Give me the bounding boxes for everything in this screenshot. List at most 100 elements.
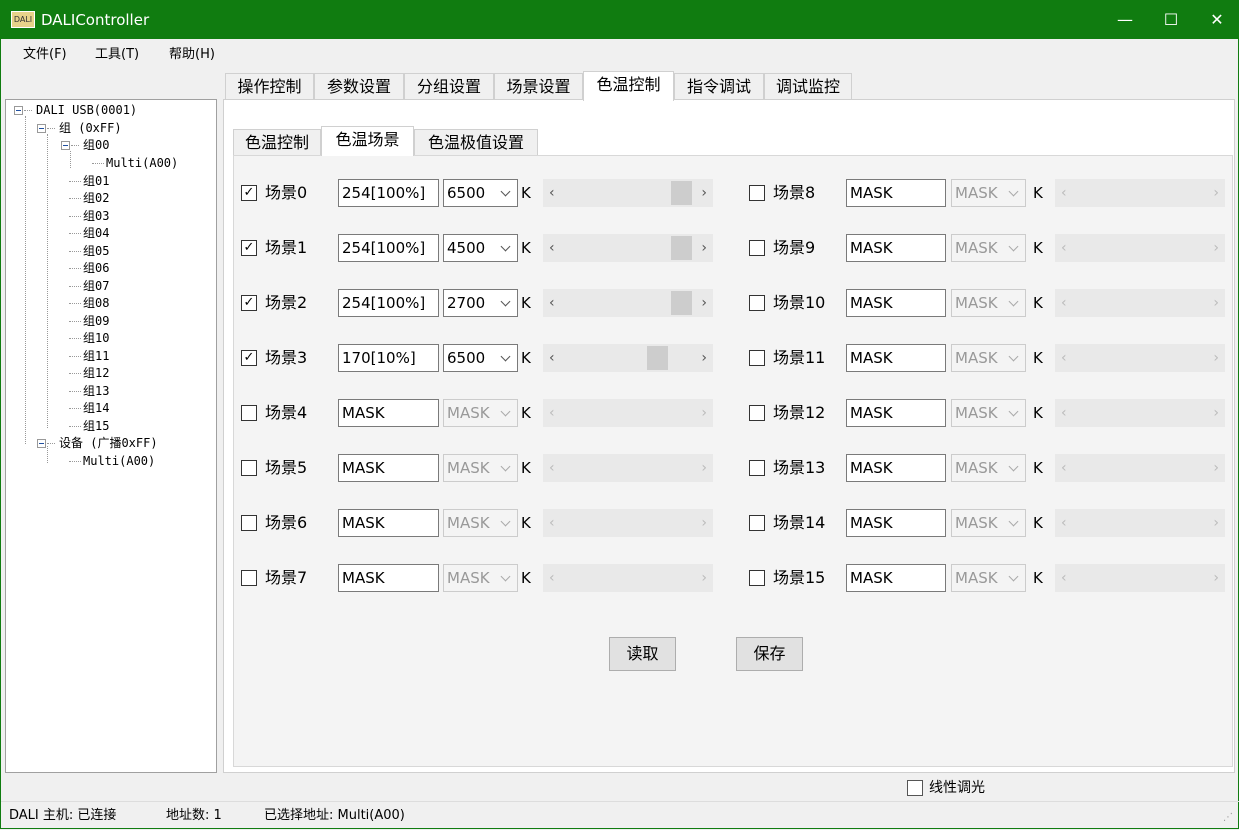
cct-select[interactable]: MASK	[951, 509, 1026, 537]
scroll-right-icon[interactable]: ›	[1213, 515, 1219, 531]
tree-node-group[interactable]: 组01	[83, 173, 110, 188]
menu-tools[interactable]: 工具(T)	[95, 47, 140, 62]
scroll-left-icon[interactable]: ‹	[549, 405, 555, 421]
cct-slider[interactable]: ‹ ›	[1055, 509, 1225, 537]
cct-select[interactable]: MASK	[443, 564, 518, 592]
scroll-right-icon[interactable]: ›	[1213, 295, 1219, 311]
tree-node-devices[interactable]: 设备 (广播0xFF)	[59, 436, 158, 450]
scroll-right-icon[interactable]: ›	[701, 515, 707, 531]
scene-checkbox[interactable]	[241, 515, 257, 531]
cct-select[interactable]: MASK	[951, 344, 1026, 372]
tree-node-group[interactable]: 组06	[83, 261, 110, 275]
scene-checkbox[interactable]	[749, 350, 765, 366]
maximize-button[interactable]: ☐	[1163, 10, 1179, 29]
subtab-2[interactable]: 色温极值设置	[414, 129, 538, 156]
scroll-left-icon[interactable]: ‹	[549, 185, 555, 201]
scene-checkbox[interactable]	[749, 185, 765, 201]
scroll-right-icon[interactable]: ›	[701, 405, 707, 421]
save-button[interactable]: 保存	[736, 637, 803, 671]
tree-node-device[interactable]: Multi(A00)	[83, 454, 156, 468]
slider-thumb[interactable]	[671, 291, 692, 315]
scene-checkbox[interactable]	[241, 405, 257, 421]
menu-file[interactable]: 文件(F)	[23, 47, 67, 62]
cct-select[interactable]: 6500	[443, 179, 518, 207]
scroll-left-icon[interactable]: ‹	[1061, 295, 1067, 311]
cct-select[interactable]: MASK	[951, 564, 1026, 592]
tab-2[interactable]: 分组设置	[404, 73, 494, 100]
scroll-left-icon[interactable]: ‹	[549, 350, 555, 366]
scene-checkbox[interactable]: ✓	[241, 185, 257, 201]
scroll-left-icon[interactable]: ‹	[549, 240, 555, 256]
linear-dimming-checkbox[interactable]	[907, 780, 923, 796]
tree-node-group[interactable]: 组04	[83, 226, 110, 240]
cct-slider[interactable]: ‹ ›	[1055, 399, 1225, 427]
cct-select[interactable]: MASK	[951, 179, 1026, 207]
scene-checkbox[interactable]	[749, 240, 765, 256]
scroll-left-icon[interactable]: ‹	[1061, 240, 1067, 256]
cct-slider[interactable]: ‹ ›	[1055, 564, 1225, 592]
tree-node-group[interactable]: 组14	[83, 401, 110, 415]
level-input[interactable]: 254[100%]	[338, 289, 439, 317]
level-input[interactable]: MASK	[846, 179, 946, 207]
scene-checkbox[interactable]	[749, 405, 765, 421]
level-input[interactable]: MASK	[846, 399, 946, 427]
level-input[interactable]: 170[10%]	[338, 344, 439, 372]
tree-node-group[interactable]: 组09	[83, 313, 110, 328]
tree-node-group[interactable]: 组12	[83, 366, 110, 380]
tab-1[interactable]: 参数设置	[314, 73, 404, 100]
scroll-right-icon[interactable]: ›	[701, 240, 707, 256]
scene-checkbox[interactable]	[749, 515, 765, 531]
scroll-left-icon[interactable]: ‹	[549, 460, 555, 476]
scene-checkbox[interactable]	[749, 570, 765, 586]
subtab-0[interactable]: 色温控制	[233, 129, 321, 156]
scroll-left-icon[interactable]: ‹	[549, 570, 555, 586]
scroll-left-icon[interactable]: ‹	[1061, 570, 1067, 586]
scene-checkbox[interactable]: ✓	[241, 295, 257, 311]
scene-checkbox[interactable]	[241, 570, 257, 586]
tree-node-group[interactable]: 组05	[83, 243, 110, 258]
cct-select[interactable]: 2700	[443, 289, 518, 317]
level-input[interactable]: MASK	[338, 509, 439, 537]
level-input[interactable]: MASK	[846, 509, 946, 537]
scroll-right-icon[interactable]: ›	[1213, 350, 1219, 366]
tab-0[interactable]: 操作控制	[225, 73, 314, 100]
scroll-right-icon[interactable]: ›	[701, 570, 707, 586]
cct-slider[interactable]: ‹ ›	[543, 564, 713, 592]
cct-select[interactable]: MASK	[443, 454, 518, 482]
tree-node-group[interactable]: 组13	[83, 383, 110, 398]
cct-select[interactable]: MASK	[951, 399, 1026, 427]
cct-slider[interactable]: ‹ ›	[1055, 179, 1225, 207]
minimize-button[interactable]: —	[1117, 10, 1133, 29]
collapse-icon[interactable]	[14, 106, 23, 115]
scroll-left-icon[interactable]: ‹	[1061, 515, 1067, 531]
tree-node-group[interactable]: 组07	[83, 278, 110, 293]
cct-select[interactable]: MASK	[951, 289, 1026, 317]
collapse-icon[interactable]	[37, 439, 46, 448]
level-input[interactable]: MASK	[338, 564, 439, 592]
scroll-right-icon[interactable]: ›	[701, 185, 707, 201]
slider-thumb[interactable]	[671, 181, 692, 205]
scene-checkbox[interactable]	[241, 460, 257, 476]
tab-5[interactable]: 指令调试	[674, 73, 764, 100]
slider-thumb[interactable]	[671, 236, 692, 260]
read-button[interactable]: 读取	[609, 637, 676, 671]
level-input[interactable]: MASK	[846, 564, 946, 592]
tab-3[interactable]: 场景设置	[494, 73, 583, 100]
level-input[interactable]: MASK	[846, 289, 946, 317]
menu-help[interactable]: 帮助(H)	[169, 47, 215, 62]
cct-slider[interactable]: ‹ ›	[1055, 234, 1225, 262]
collapse-icon[interactable]	[61, 141, 70, 150]
tree-node-group[interactable]: 组10	[83, 331, 110, 345]
cct-slider[interactable]: ‹ ›	[543, 399, 713, 427]
tree-node-group[interactable]: 组02	[83, 191, 110, 205]
tree-node-group[interactable]: 组15	[83, 418, 110, 433]
tree-node-group[interactable]: 组03	[83, 208, 110, 223]
scroll-right-icon[interactable]: ›	[1213, 570, 1219, 586]
scroll-left-icon[interactable]: ‹	[1061, 185, 1067, 201]
cct-slider[interactable]: ‹ ›	[1055, 454, 1225, 482]
tree-node-groups[interactable]: 组 (0xFF)	[59, 121, 122, 135]
cct-select[interactable]: 4500	[443, 234, 518, 262]
close-button[interactable]: ✕	[1210, 10, 1224, 29]
scroll-right-icon[interactable]: ›	[1213, 240, 1219, 256]
tree-node-root[interactable]: DALI USB(0001)	[36, 103, 138, 117]
